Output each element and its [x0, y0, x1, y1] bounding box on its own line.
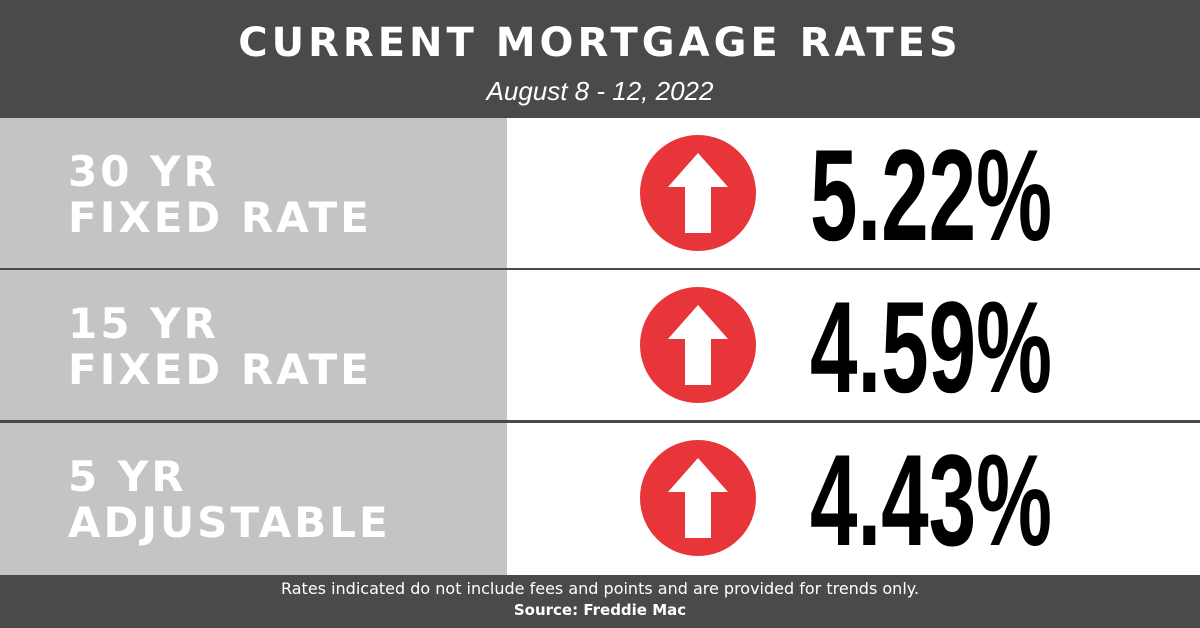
rate-cell	[507, 118, 1200, 268]
title: CURRENT MORTGAGE RATES	[238, 20, 962, 66]
footnote: Rates indicated do not include fees and …	[281, 579, 919, 598]
row-label: 30 YR	[68, 147, 219, 196]
row-label: ADJUSTABLE	[68, 498, 391, 547]
up-arrow	[668, 153, 728, 233]
label-cell	[0, 270, 507, 420]
rate-value: 4.59%	[810, 274, 1052, 420]
subtitle: August 8 - 12, 2022	[485, 76, 714, 106]
label-cell	[0, 118, 507, 268]
rate-value: 5.22%	[810, 122, 1052, 268]
row-label: FIXED RATE	[68, 193, 372, 242]
rate-value: 4.43%	[810, 427, 1052, 573]
up-arrow	[668, 458, 728, 538]
up-arrow	[668, 305, 728, 385]
rate-cell	[507, 423, 1200, 575]
row-label: 5 YR	[68, 452, 187, 501]
row-label: 15 YR	[68, 299, 219, 348]
source: Source: Freddie Mac	[514, 601, 686, 619]
rate-cell	[507, 270, 1200, 420]
row-label: FIXED RATE	[68, 345, 372, 394]
label-cell	[0, 423, 507, 575]
